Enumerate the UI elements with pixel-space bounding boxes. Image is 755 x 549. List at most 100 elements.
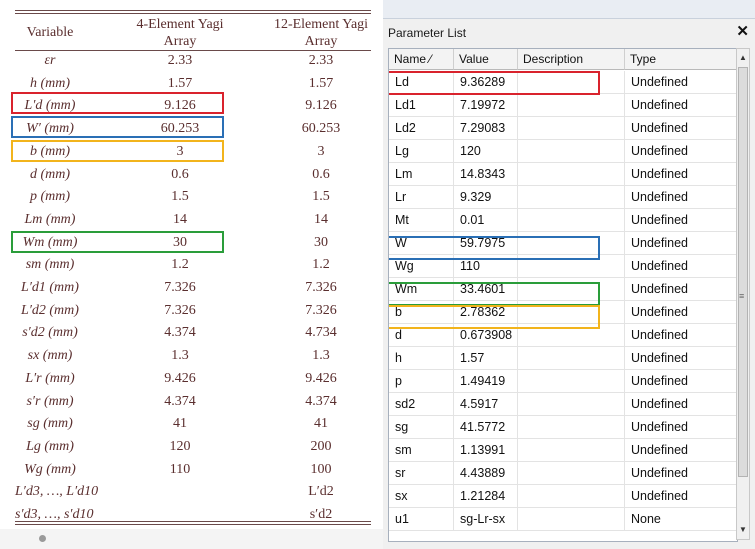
cell-value[interactable]: 9.329 bbox=[454, 186, 518, 209]
cell-description[interactable] bbox=[518, 140, 625, 163]
cell-description[interactable] bbox=[518, 255, 625, 278]
cell-type[interactable]: Undefined bbox=[625, 117, 737, 140]
cell-name[interactable]: p bbox=[389, 370, 454, 393]
cell-name[interactable]: sr bbox=[389, 462, 454, 485]
parameter-row[interactable]: sr 4.43889 Undefined bbox=[389, 462, 737, 485]
cell-description[interactable] bbox=[518, 301, 625, 324]
close-icon[interactable]: ✕ bbox=[736, 23, 749, 40]
cell-type[interactable]: Undefined bbox=[625, 209, 737, 232]
cell-type[interactable]: Undefined bbox=[625, 186, 737, 209]
cell-description[interactable] bbox=[518, 416, 625, 439]
cell-name[interactable]: Lr bbox=[389, 186, 454, 209]
cell-description[interactable] bbox=[518, 232, 625, 255]
cell-type[interactable]: Undefined bbox=[625, 462, 737, 485]
cell-value[interactable]: 59.7975 bbox=[454, 232, 518, 255]
cell-name[interactable]: W bbox=[389, 232, 454, 255]
column-header-type[interactable]: Type bbox=[625, 49, 737, 70]
parameter-row[interactable]: sx 1.21284 Undefined bbox=[389, 485, 737, 508]
cell-value[interactable]: 1.21284 bbox=[454, 485, 518, 508]
cell-description[interactable] bbox=[518, 186, 625, 209]
cell-value[interactable]: 110 bbox=[454, 255, 518, 278]
parameter-row[interactable]: p 1.49419 Undefined bbox=[389, 370, 737, 393]
parameter-row[interactable]: Wg 110 Undefined bbox=[389, 255, 737, 278]
cell-value[interactable]: 4.43889 bbox=[454, 462, 518, 485]
cell-type[interactable]: Undefined bbox=[625, 301, 737, 324]
column-header-value[interactable]: Value bbox=[454, 49, 518, 70]
cell-type[interactable]: Undefined bbox=[625, 71, 737, 94]
cell-name[interactable]: d bbox=[389, 324, 454, 347]
cell-value[interactable]: 4.5917 bbox=[454, 393, 518, 416]
column-header-description[interactable]: Description bbox=[518, 49, 625, 70]
cell-type[interactable]: Undefined bbox=[625, 485, 737, 508]
parameter-row[interactable]: sd2 4.5917 Undefined bbox=[389, 393, 737, 416]
scroll-thumb[interactable] bbox=[738, 67, 748, 477]
cell-value[interactable]: 33.4601 bbox=[454, 278, 518, 301]
cell-value[interactable]: 0.01 bbox=[454, 209, 518, 232]
cell-value[interactable]: 7.19972 bbox=[454, 94, 518, 117]
cell-type[interactable]: Undefined bbox=[625, 255, 737, 278]
cell-name[interactable]: Wg bbox=[389, 255, 454, 278]
parameter-row[interactable]: b 2.78362 Undefined bbox=[389, 301, 737, 324]
cell-name[interactable]: sd2 bbox=[389, 393, 454, 416]
cell-description[interactable] bbox=[518, 94, 625, 117]
parameter-row[interactable]: Mt 0.01 Undefined bbox=[389, 209, 737, 232]
cell-type[interactable]: Undefined bbox=[625, 370, 737, 393]
scroll-down-icon[interactable]: ▼ bbox=[739, 525, 747, 534]
cell-type[interactable]: Undefined bbox=[625, 278, 737, 301]
cell-description[interactable] bbox=[518, 508, 625, 531]
parameter-row[interactable]: Ld1 7.19972 Undefined bbox=[389, 94, 737, 117]
cell-value[interactable]: 41.5772 bbox=[454, 416, 518, 439]
cell-description[interactable] bbox=[518, 347, 625, 370]
cell-value[interactable]: sg-Lr-sx bbox=[454, 508, 518, 531]
cell-name[interactable]: Lm bbox=[389, 163, 454, 186]
parameter-row[interactable]: h 1.57 Undefined bbox=[389, 347, 737, 370]
parameter-row[interactable]: Ld2 7.29083 Undefined bbox=[389, 117, 737, 140]
cell-type[interactable]: None bbox=[625, 508, 737, 531]
cell-name[interactable]: h bbox=[389, 347, 454, 370]
cell-value[interactable]: 14.8343 bbox=[454, 163, 518, 186]
cell-description[interactable] bbox=[518, 324, 625, 347]
cell-value[interactable]: 1.49419 bbox=[454, 370, 518, 393]
cell-name[interactable]: Wm bbox=[389, 278, 454, 301]
cell-name[interactable]: Ld1 bbox=[389, 94, 454, 117]
page-dot-icon[interactable] bbox=[39, 535, 46, 542]
cell-type[interactable]: Undefined bbox=[625, 416, 737, 439]
scroll-up-icon[interactable]: ▲ bbox=[739, 53, 747, 62]
cell-type[interactable]: Undefined bbox=[625, 439, 737, 462]
cell-description[interactable] bbox=[518, 278, 625, 301]
cell-value[interactable]: 120 bbox=[454, 140, 518, 163]
parameter-row[interactable]: u1 sg-Lr-sx None bbox=[389, 508, 737, 531]
cell-type[interactable]: Undefined bbox=[625, 94, 737, 117]
cell-type[interactable]: Undefined bbox=[625, 347, 737, 370]
cell-type[interactable]: Undefined bbox=[625, 324, 737, 347]
parameter-row[interactable]: Lm 14.8343 Undefined bbox=[389, 163, 737, 186]
cell-description[interactable] bbox=[518, 163, 625, 186]
vertical-scrollbar[interactable]: ▲ ≡ ▼ bbox=[736, 48, 750, 540]
cell-description[interactable] bbox=[518, 485, 625, 508]
cell-description[interactable] bbox=[518, 117, 625, 140]
cell-description[interactable] bbox=[518, 393, 625, 416]
parameter-row[interactable]: W 59.7975 Undefined bbox=[389, 232, 737, 255]
cell-value[interactable]: 2.78362 bbox=[454, 301, 518, 324]
cell-value[interactable]: 1.57 bbox=[454, 347, 518, 370]
cell-name[interactable]: sm bbox=[389, 439, 454, 462]
cell-description[interactable] bbox=[518, 462, 625, 485]
cell-type[interactable]: Undefined bbox=[625, 232, 737, 255]
cell-name[interactable]: Mt bbox=[389, 209, 454, 232]
cell-value[interactable]: 1.13991 bbox=[454, 439, 518, 462]
cell-type[interactable]: Undefined bbox=[625, 393, 737, 416]
parameter-row[interactable]: sg 41.5772 Undefined bbox=[389, 416, 737, 439]
parameter-row[interactable]: Lr 9.329 Undefined bbox=[389, 186, 737, 209]
cell-type[interactable]: Undefined bbox=[625, 140, 737, 163]
cell-description[interactable] bbox=[518, 209, 625, 232]
parameter-row[interactable]: Lg 120 Undefined bbox=[389, 140, 737, 163]
cell-description[interactable] bbox=[518, 370, 625, 393]
parameter-row[interactable]: sm 1.13991 Undefined bbox=[389, 439, 737, 462]
cell-name[interactable]: u1 bbox=[389, 508, 454, 531]
cell-name[interactable]: b bbox=[389, 301, 454, 324]
cell-name[interactable]: sg bbox=[389, 416, 454, 439]
cell-name[interactable]: sx bbox=[389, 485, 454, 508]
column-header-name[interactable]: Name ⁄ bbox=[389, 49, 454, 70]
cell-value[interactable]: 0.673908 bbox=[454, 324, 518, 347]
cell-name[interactable]: Lg bbox=[389, 140, 454, 163]
